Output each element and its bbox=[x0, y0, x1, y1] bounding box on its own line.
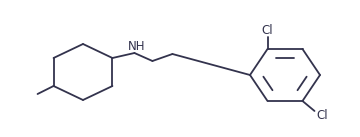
Text: Cl: Cl bbox=[317, 109, 328, 122]
Text: Cl: Cl bbox=[262, 24, 273, 37]
Text: NH: NH bbox=[128, 39, 145, 52]
